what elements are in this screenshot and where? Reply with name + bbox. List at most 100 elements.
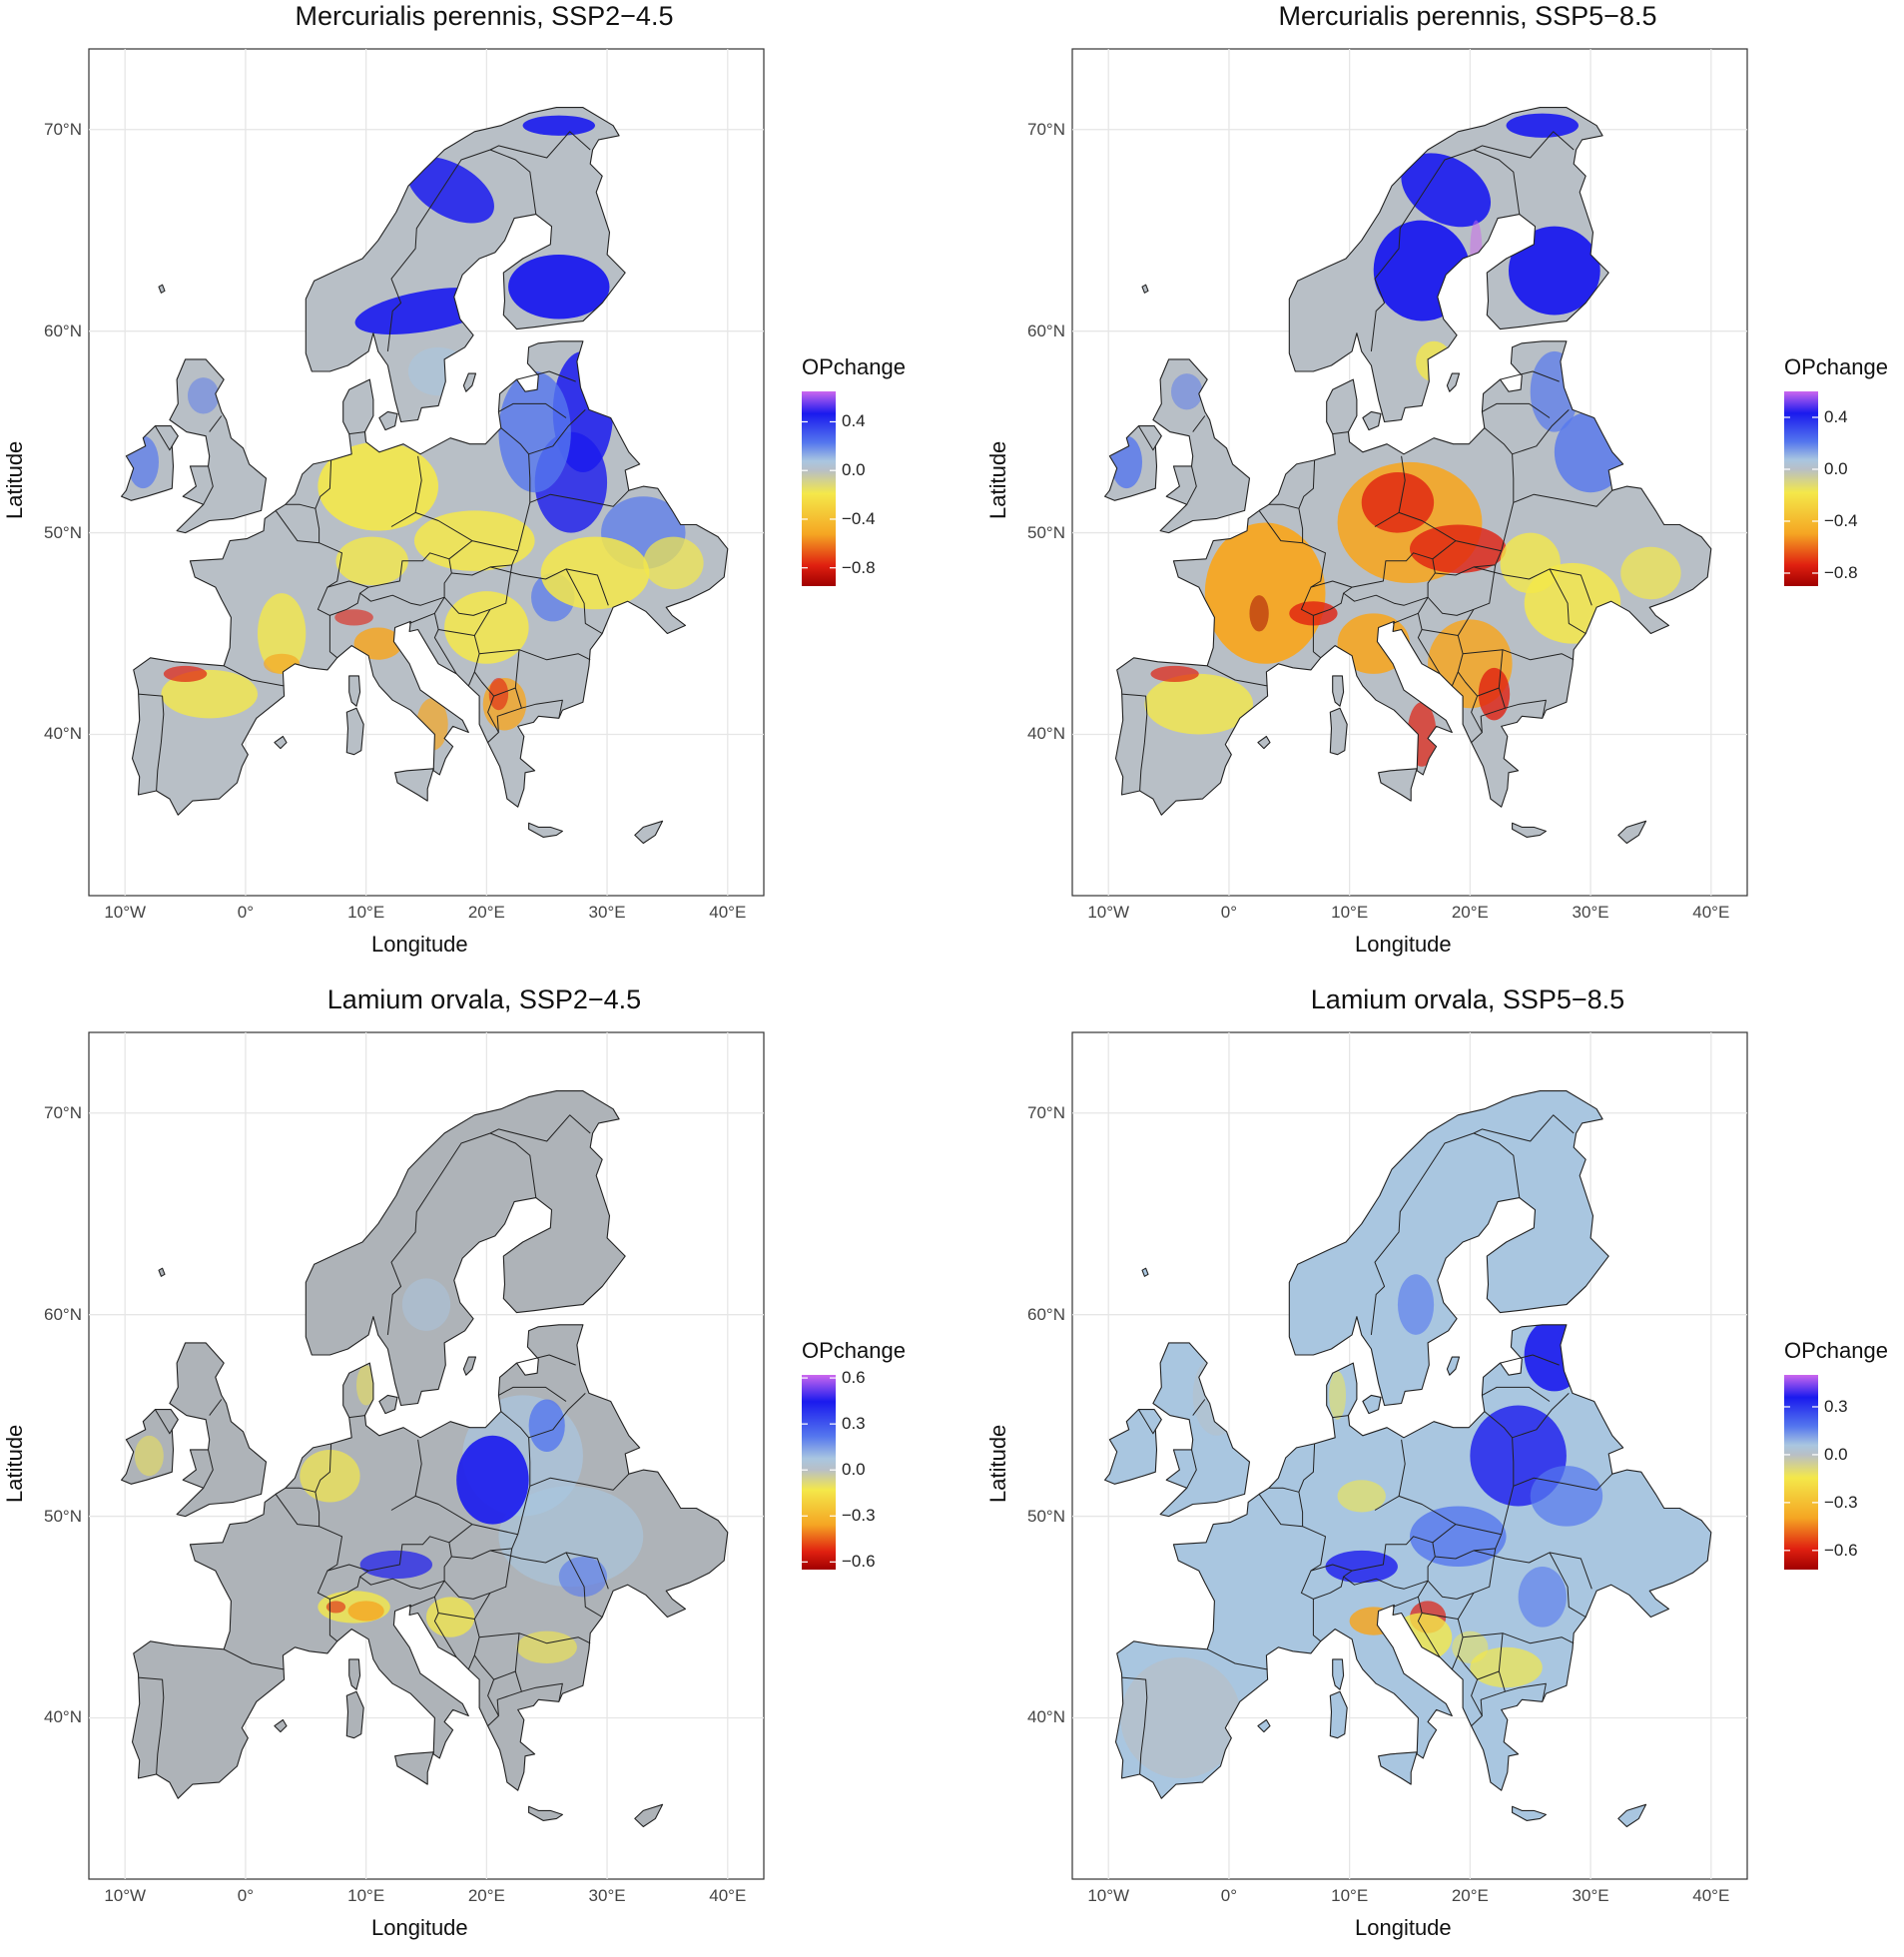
country-border: [1480, 707, 1506, 733]
country-border: [1121, 1676, 1148, 1775]
legend-tick-label: −0.4: [1824, 511, 1858, 530]
country-border: [390, 511, 518, 552]
y-tick-label: 50°N: [1027, 1506, 1065, 1526]
country-border: [473, 1632, 520, 1680]
change-region-yellow: [444, 591, 529, 664]
country-border: [565, 1552, 609, 1590]
country-borders: [1121, 1114, 1613, 1775]
coastline-scandinavia: [305, 1090, 626, 1407]
country-border: [138, 1676, 165, 1775]
land-corsica: [1332, 675, 1344, 707]
country-border: [473, 609, 491, 636]
country-border: [496, 1690, 522, 1716]
change-region-blue_strong: [1325, 1550, 1398, 1584]
country-border: [518, 1632, 591, 1644]
x-tick-label: 10°E: [1331, 1886, 1369, 1905]
country-border: [582, 303, 603, 322]
land-scandinavia: [306, 107, 626, 422]
x-tick-label: 10°W: [104, 903, 147, 922]
coastline-cyprus: [634, 1803, 664, 1828]
change-region-blue_mid: [498, 371, 571, 493]
coastline-mainland: [131, 340, 729, 816]
land-gotland: [463, 1357, 476, 1376]
change-region-red: [334, 609, 373, 626]
land-sicily: [1378, 768, 1418, 802]
change-region-red: [325, 1601, 346, 1614]
y-tick-label: 60°N: [1027, 1304, 1065, 1324]
country-border: [514, 687, 563, 719]
change-region-yellow: [355, 1365, 376, 1406]
land-cyprus: [1617, 821, 1646, 844]
country-border: [496, 707, 522, 733]
coastline-gotland: [1446, 1356, 1461, 1376]
country-border: [500, 427, 529, 455]
coastline-zealand: [378, 1394, 398, 1415]
legend-colorbar: [802, 391, 836, 586]
country-border: [498, 1386, 567, 1402]
coastline-crete: [528, 1805, 563, 1821]
change-region-blue_strong: [1506, 113, 1579, 138]
land-ireland: [1104, 1409, 1162, 1485]
country-border: [1398, 455, 1406, 513]
y-tick-label: 60°N: [44, 1304, 82, 1324]
legend-title: OPchange: [802, 1338, 906, 1363]
country-border: [203, 465, 214, 505]
country-border: [1343, 1536, 1436, 1590]
legend-tick-label: 0.0: [842, 460, 866, 480]
map-plot: [88, 1031, 765, 1880]
country-border: [1206, 665, 1268, 687]
country-border: [1457, 1632, 1504, 1680]
panel-title: Mercurialis perennis, SSP2−4.5: [295, 1, 674, 31]
coastline-scandinavia: [305, 107, 626, 423]
change-region-red: [1410, 524, 1507, 573]
change-region-yellow: [1337, 1480, 1386, 1513]
change-region-orange: [1204, 522, 1326, 664]
country-border: [529, 1473, 630, 1491]
x-tick-label: 30°E: [588, 1886, 626, 1905]
country-border: [500, 1411, 529, 1439]
land-britain: [169, 1342, 267, 1517]
country-border: [1137, 425, 1156, 451]
country-border: [517, 453, 531, 551]
country-border: [1512, 1393, 1570, 1439]
land-zealand: [378, 1395, 397, 1414]
legend-tick-label: −0.3: [1824, 1492, 1858, 1512]
country-border: [1549, 1552, 1592, 1590]
country-border: [414, 455, 422, 513]
change-region-blue_mid: [528, 1399, 565, 1452]
change-region-blue_strong: [359, 1550, 433, 1580]
map-panel-mercurialis-ssp585: Mercurialis perennis, SSP5−8.5 Latitude …: [983, 0, 1904, 974]
country-border: [1484, 1411, 1513, 1439]
country-border: [138, 693, 165, 792]
country-border: [1427, 564, 1497, 616]
legend-tick-label: 0.3: [842, 1414, 866, 1434]
change-region-blue_strong: [456, 1435, 529, 1525]
land-sicily: [394, 1751, 434, 1785]
y-tick-label: 70°N: [1027, 119, 1065, 139]
panel-title: Mercurialis perennis, SSP5−8.5: [1278, 1, 1657, 31]
country-border: [359, 552, 452, 606]
x-axis-label: Longitude: [371, 1915, 468, 1940]
coastline-faroe: [158, 284, 166, 294]
coastlines: [1104, 107, 1712, 845]
coastline-ireland: [1104, 425, 1162, 501]
y-axis-label: Latitude: [2, 440, 27, 519]
country-border: [1417, 1613, 1441, 1658]
change-region-blue_mid: [1170, 373, 1203, 410]
change-region-yellow: [1144, 673, 1254, 735]
country-border: [1343, 552, 1436, 606]
country-border: [517, 1437, 531, 1535]
coastline-mallorca: [1257, 1718, 1271, 1733]
coastline-mainland: [1114, 340, 1712, 816]
country-border: [528, 1393, 586, 1439]
coastline-corsica: [1332, 675, 1345, 707]
coastline-crete: [1512, 1805, 1547, 1821]
country-border: [1549, 568, 1592, 606]
land-faroe: [159, 1268, 165, 1277]
change-region-blue_light: [401, 1278, 451, 1331]
country-border: [386, 131, 591, 351]
change-region-yellow: [1500, 532, 1561, 594]
change-region-blue_mid: [1397, 1274, 1435, 1335]
legend-tick-label: 0.4: [1824, 407, 1848, 426]
y-tick-label: 50°N: [44, 1506, 82, 1526]
